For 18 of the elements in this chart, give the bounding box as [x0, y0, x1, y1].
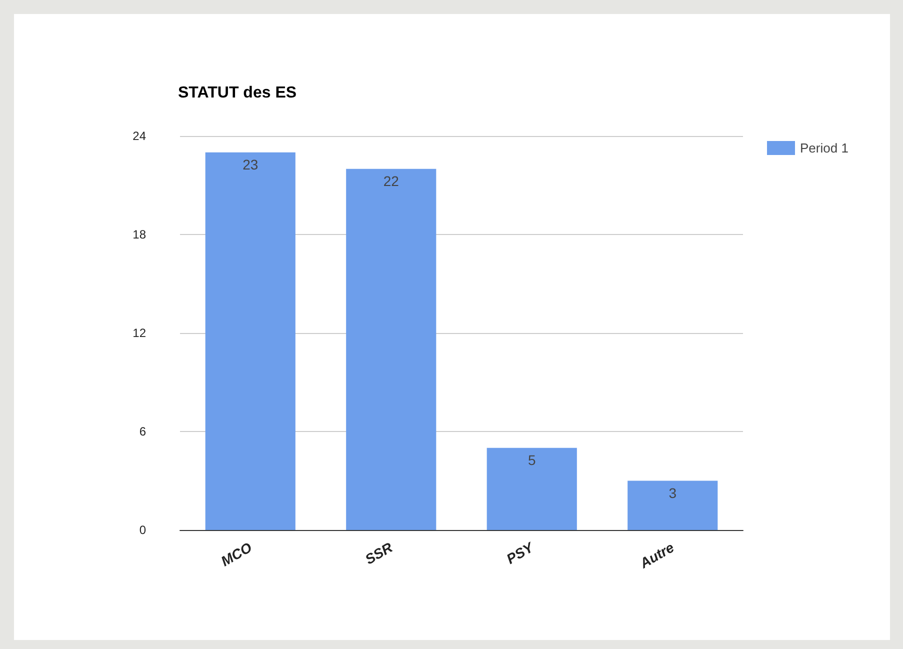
y-tick-label: 0 — [139, 523, 146, 537]
bar — [205, 152, 296, 530]
data-label: 5 — [528, 452, 536, 468]
data-label: 3 — [668, 484, 677, 501]
data-label: 23 — [242, 156, 258, 172]
y-tick-label: 18 — [132, 228, 146, 242]
y-tick-label: 24 — [132, 129, 146, 143]
bar — [346, 168, 436, 530]
x-tick-label: PSY — [504, 538, 538, 567]
legend-label: Period 1 — [800, 140, 848, 156]
y-tick-label: 12 — [132, 326, 146, 340]
y-tick-label: 6 — [139, 424, 146, 438]
bar — [486, 448, 577, 530]
chart-title: STATUT des ES — [178, 84, 297, 102]
bar — [628, 480, 718, 530]
data-label: 22 — [383, 172, 400, 189]
x-tick-label: SSR — [362, 539, 396, 568]
x-tick-label: MCO — [218, 539, 254, 570]
